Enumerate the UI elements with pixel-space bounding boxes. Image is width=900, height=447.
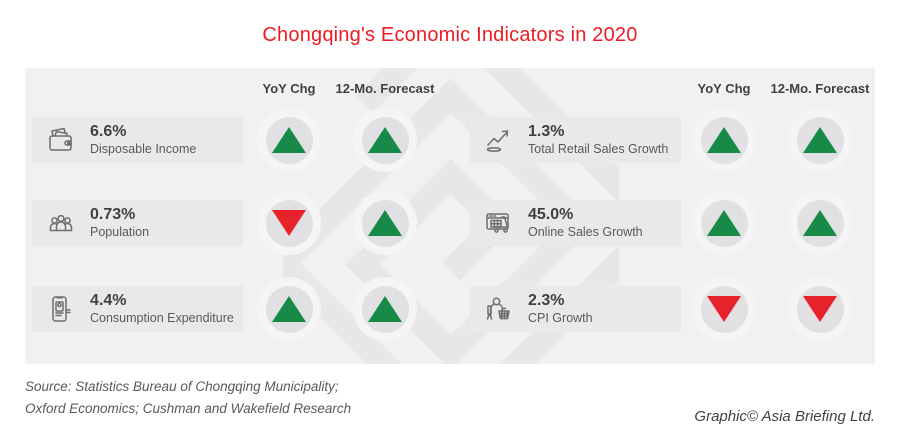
forecast-arrow-consumption-expenditure [353,277,417,341]
indicator-label: Total Retail Sales Growth [528,142,669,157]
indicator-card-disposable-income: 6.6% Disposable Income [32,117,243,163]
indicator-card-cpi-growth: 2.3% CPI Growth [470,286,681,332]
growth-chart-icon [483,124,515,156]
indicator-label: Population [90,225,150,240]
indicator-value: 45.0% [528,206,574,224]
column-header-yoy-right: YoY Chg [697,81,751,96]
page-title: Chongqing's Economic Indicators in 2020 [262,24,638,46]
forecast-arrow-population [353,191,417,255]
online-cart-icon [483,207,515,239]
indicator-label: Consumption Expenditure [90,311,234,326]
indicator-value: 1.3% [528,123,565,141]
arrow-icon [803,127,837,153]
yoy-arrow-disposable-income [257,108,321,172]
arrow-icon [272,127,306,153]
indicator-value: 6.6% [90,123,127,141]
arrow-icon [368,296,402,322]
indicator-value: 2.3% [528,292,565,310]
indicator-value: 0.73% [90,206,136,224]
yoy-arrow-total-retail-sales-growth [692,108,756,172]
column-header-forecast-left: 12-Mo. Forecast [335,81,435,96]
shopper-icon [483,293,515,325]
graphic-credit: Graphic© Asia Briefing Ltd. [694,408,875,425]
yoy-arrow-online-sales-growth [692,191,756,255]
arrow-icon [707,210,741,236]
indicator-label: Online Sales Growth [528,225,643,240]
indicator-value: 4.4% [90,292,127,310]
indicator-label: Disposable Income [90,142,197,157]
indicator-card-consumption-expenditure: 4.4% Consumption Expenditure [32,286,243,332]
column-header-forecast-right: 12-Mo. Forecast [770,81,870,96]
arrow-icon [368,210,402,236]
source-note: Source: Statistics Bureau of Chongqing M… [25,376,351,421]
wallet-icon [45,124,77,156]
forecast-arrow-online-sales-growth [788,191,852,255]
indicator-card-total-retail-sales-growth: 1.3% Total Retail Sales Growth [470,117,681,163]
forecast-arrow-disposable-income [353,108,417,172]
indicators-panel: YoY Chg 12-Mo. Forecast YoY Chg 12-Mo. F… [25,68,875,364]
source-line-1: Source: Statistics Bureau of Chongqing M… [25,379,339,394]
arrow-icon [368,127,402,153]
indicator-card-online-sales-growth: 45.0% Online Sales Growth [470,200,681,246]
people-icon [45,207,77,239]
yoy-arrow-cpi-growth [692,277,756,341]
arrow-icon [803,210,837,236]
column-header-yoy-left: YoY Chg [262,81,316,96]
forecast-arrow-cpi-growth [788,277,852,341]
arrow-icon [272,296,306,322]
source-line-2: Oxford Economics; Cushman and Wakefield … [25,401,352,417]
forecast-arrow-total-retail-sales-growth [788,108,852,172]
yoy-arrow-consumption-expenditure [257,277,321,341]
arrow-icon [272,210,306,236]
arrow-icon [707,127,741,153]
yoy-arrow-population [257,191,321,255]
mobile-payment-icon [45,293,77,325]
arrow-icon [803,296,837,322]
indicator-card-population: 0.73% Population [32,200,243,246]
arrow-icon [707,296,741,322]
indicator-label: CPI Growth [528,311,593,326]
